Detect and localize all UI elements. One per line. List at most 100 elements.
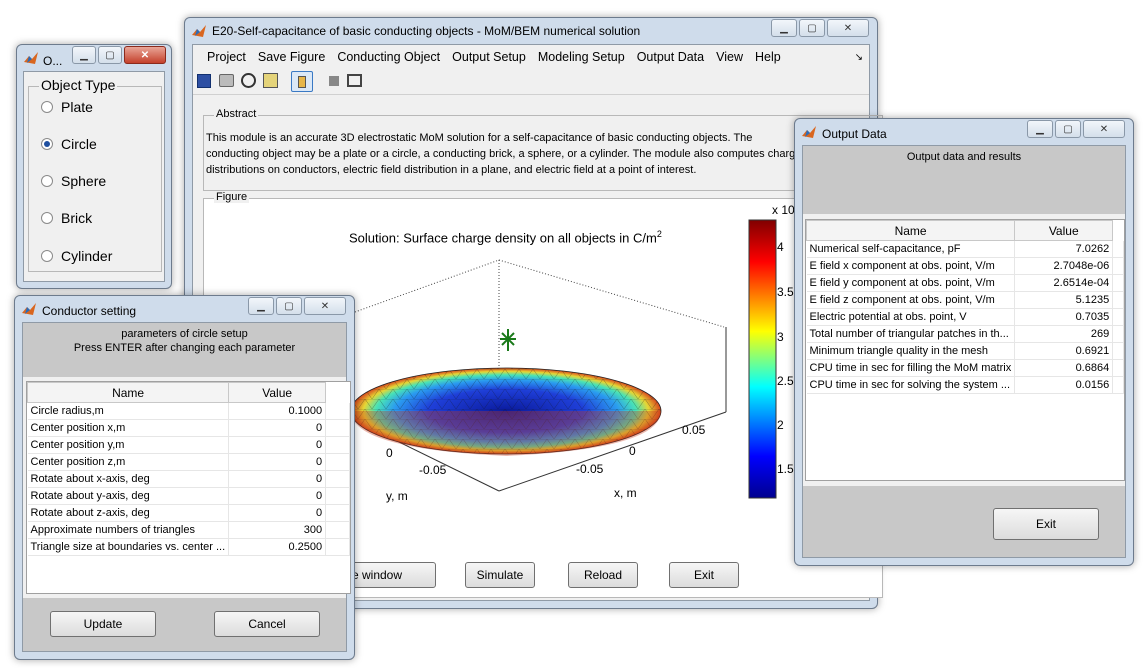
cell-spacer [325,470,350,488]
table-row: Triangle size at boundaries vs. center .… [27,538,350,556]
simulate-button[interactable]: Simulate [465,562,535,588]
param-name: Triangle size at boundaries vs. center .… [27,538,230,556]
radio-brick[interactable]: Brick [41,210,92,226]
menu-view[interactable]: View [716,50,743,64]
output-window-title: Output Data [822,127,887,141]
close-button[interactable]: ✕ [1083,120,1125,138]
hide-plot-tools-icon[interactable] [329,76,339,86]
observation-point-marker [500,329,516,351]
menu-modeling-setup[interactable]: Modeling Setup [537,50,625,64]
main-title-bar[interactable]: E20-Self-capacitance of basic conducting… [185,18,877,44]
result-name: Total number of triangular patches in th… [806,325,1016,343]
table-row: Center position y,m 0 [27,436,350,454]
matlab-icon [192,25,206,37]
radio-sphere[interactable]: Sphere [41,173,106,189]
output-exit-button[interactable]: Exit [993,508,1099,540]
object-type-label: Object Type [39,77,118,93]
cell-spacer [325,487,350,505]
cell-spacer [325,453,350,471]
reload-button[interactable]: Reload [568,562,638,588]
maximize-button[interactable]: ▢ [799,19,825,37]
param-value-cell[interactable]: 0 [228,419,327,437]
figure-label: Figure [214,191,250,203]
radio-circle-indicator [41,101,53,113]
result-value: 2.7048e-06 [1014,257,1114,275]
cell-spacer [1112,308,1124,326]
minimize-button[interactable]: ▁ [1027,120,1053,138]
minimize-button[interactable]: ▁ [72,46,96,64]
menu-project[interactable]: Project [207,50,246,64]
cell-spacer [1112,325,1124,343]
close-button[interactable]: ✕ [124,46,166,64]
radio-plate[interactable]: Plate [41,99,93,115]
menu-save-figure[interactable]: Save Figure [257,50,326,64]
object-type-title-bar[interactable]: O... ▁ ▢ ✕ [17,45,171,71]
show-plot-tools-icon[interactable] [347,74,362,87]
print-icon[interactable] [219,74,234,87]
maximize-button[interactable]: ▢ [98,46,122,64]
menu-conducting-object[interactable]: Conducting Object [337,50,441,64]
close-button[interactable]: ✕ [304,297,346,315]
exit-button[interactable]: Exit [669,562,739,588]
radio-cylinder[interactable]: Cylinder [41,248,112,264]
charge-disk-mesh [351,368,661,454]
toolbar [193,69,869,95]
param-value-cell[interactable]: 0.2500 [228,538,327,556]
result-name: E field y component at obs. point, V/m [806,274,1016,292]
result-name: Numerical self-capacitance, pF [806,240,1016,258]
param-value-cell[interactable]: 0 [228,436,327,454]
radio-circle-indicator [41,250,53,262]
data-cursor-icon[interactable] [263,73,278,88]
result-name: E field z component at obs. point, V/m [806,291,1016,309]
column-header-value[interactable]: Value [1014,220,1114,241]
radio-label: Plate [61,99,93,115]
column-header-name[interactable]: Name [26,382,230,403]
minimize-button[interactable]: ▁ [771,19,797,37]
surface-plot[interactable] [204,199,884,599]
param-name: Circle radius,m [27,402,230,420]
cell-spacer [1112,274,1124,292]
param-value-cell[interactable]: 0 [228,487,327,505]
dock-arrow-icon[interactable]: ↘ [854,51,863,63]
result-value: 269 [1014,325,1114,343]
radio-label: Sphere [61,173,107,189]
update-button[interactable]: Update [50,611,156,637]
param-value-cell[interactable]: 0 [228,470,327,488]
save-icon[interactable] [197,74,211,88]
param-value-cell[interactable]: 0.1000 [228,402,327,420]
column-header-name[interactable]: Name [805,220,1016,241]
param-name: Center position x,m [27,419,230,437]
table-row: Rotate about z-axis, deg 0 [27,504,350,522]
param-value-cell[interactable]: 300 [228,521,327,539]
table-row: Center position x,m 0 [27,419,350,437]
rotate-icon[interactable] [241,73,256,88]
menu-output-setup[interactable]: Output Setup [452,50,526,64]
radio-circle[interactable]: Circle [41,136,97,152]
colorbar-tick: 2.5 [777,374,794,388]
object-type-window: O... ▁ ▢ ✕ Object Type Plate Circle Sphe… [16,44,172,289]
radio-label: Brick [61,210,93,226]
output-title-bar[interactable]: Output Data ▁ ▢ ✕ [795,119,1133,145]
param-value-cell[interactable]: 0 [228,453,327,471]
cell-spacer [1112,376,1124,394]
maximize-button[interactable]: ▢ [276,297,302,315]
minimize-button[interactable]: ▁ [248,297,274,315]
cell-spacer [325,538,350,556]
menu-output-data[interactable]: Output Data [636,50,705,64]
conductor-title-bar[interactable]: Conductor setting ▁ ▢ ✕ [15,296,354,322]
conductor-window-title: Conductor setting [42,304,137,318]
menu-help[interactable]: Help [754,50,781,64]
result-name: Electric potential at obs. point, V [806,308,1016,326]
cell-spacer [1112,257,1124,275]
main-window-title: E20-Self-capacitance of basic conducting… [212,24,641,38]
colorbar-toggle-icon[interactable] [291,71,313,92]
param-name: Approximate numbers of triangles [27,521,230,539]
maximize-button[interactable]: ▢ [1055,120,1081,138]
column-header-value[interactable]: Value [228,382,327,403]
param-value-cell[interactable]: 0 [228,504,327,522]
table-row: Minimum triangle quality in the mesh 0.69… [806,342,1124,360]
colorbar-exponent: x 10 [772,203,795,217]
output-table: Name Value Numerical self-capacitance, p… [805,219,1125,481]
cancel-button[interactable]: Cancel [214,611,320,637]
close-button[interactable]: ✕ [827,19,869,37]
